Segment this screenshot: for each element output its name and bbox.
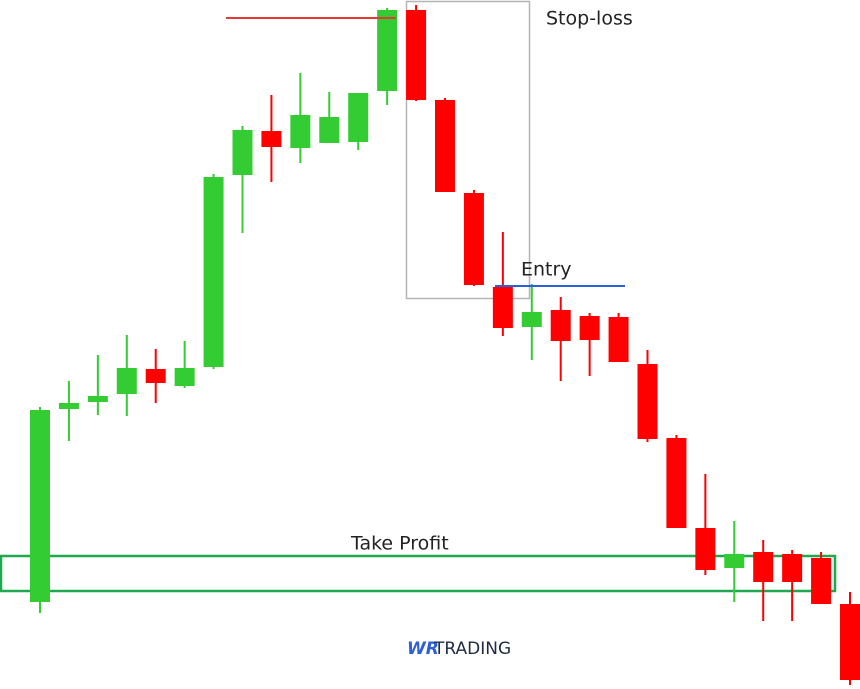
candle-body <box>58 403 79 409</box>
candle-body <box>637 364 658 439</box>
candle-body <box>463 193 484 285</box>
candle-body <box>87 396 108 402</box>
candle-body <box>666 438 687 528</box>
candle-body <box>840 604 860 680</box>
candle-body <box>261 131 282 147</box>
candle-body <box>377 10 398 91</box>
take-profit-label: Take Profit <box>350 533 449 555</box>
candle-body <box>348 93 369 142</box>
candle-body <box>492 287 513 328</box>
candle-body <box>695 528 716 570</box>
candle-body <box>406 10 427 100</box>
candle-body <box>724 554 745 568</box>
brand-mark: WR <box>407 639 439 659</box>
candle-body <box>145 369 166 383</box>
candles <box>0 5 860 685</box>
candle-body <box>521 312 542 327</box>
candle-body <box>232 130 253 175</box>
candle-body <box>550 310 571 341</box>
candle-body <box>30 410 50 602</box>
candle-body <box>811 558 832 604</box>
stop-loss-label: Stop-loss <box>546 8 633 30</box>
candle-body <box>782 554 803 582</box>
candle-body <box>435 100 455 192</box>
candle-body <box>203 177 224 367</box>
candle-body <box>608 317 629 362</box>
candle-body <box>290 115 311 148</box>
brand-name: TRADING <box>433 639 511 659</box>
candle-body <box>319 117 340 143</box>
entry-label: Entry <box>521 259 572 281</box>
stop-loss-box <box>405 0 531 300</box>
candle-body <box>174 368 195 386</box>
candle-body <box>116 368 137 394</box>
candle-body <box>579 316 600 340</box>
candle-body <box>753 552 774 582</box>
take-profit-zone <box>0 554 837 593</box>
